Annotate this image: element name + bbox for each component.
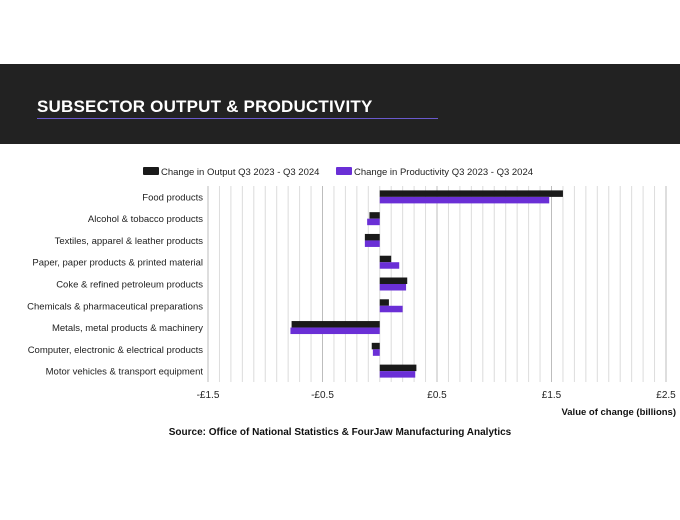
bar-output	[369, 212, 380, 219]
legend-label-output: Change in Output Q3 2023 - Q3 2024	[161, 167, 319, 178]
category-label: Chemicals & pharmaceutical preparations	[27, 301, 203, 312]
bar-productivity	[379, 262, 400, 269]
category-label: Paper, paper products & printed material	[32, 258, 203, 269]
source-note: Source: Office of National Statistics & …	[168, 427, 512, 438]
x-tick-label: £2.5	[656, 390, 676, 401]
bar-productivity	[372, 349, 380, 356]
bar-chart: Change in Output Q3 2023 - Q3 2024 Chang…	[27, 167, 677, 418]
category-label: Food products	[142, 192, 203, 203]
category-label: Computer, electronic & electrical produc…	[28, 345, 204, 356]
x-tick-label: -£1.5	[197, 390, 220, 401]
legend-swatch-productivity	[336, 167, 352, 175]
bar-output	[379, 190, 563, 197]
bar-productivity	[367, 218, 380, 226]
x-tick-label: -£0.5	[311, 390, 334, 401]
category-label: Textiles, apparel & leather products	[55, 236, 204, 247]
category-label: Motor vehicles & transport equipment	[46, 367, 204, 378]
bar-productivity	[379, 196, 550, 204]
legend-label-productivity: Change in Productivity Q3 2023 - Q3 2024	[354, 167, 533, 178]
title-underline	[37, 118, 438, 119]
x-tick-label: £1.5	[542, 390, 562, 401]
bar-output	[371, 342, 380, 350]
bar-output	[364, 233, 380, 241]
x-axis-tick-labels: -£1.5 -£0.5 £0.5 £1.5 £2.5	[197, 390, 677, 401]
category-label: Alcohol & tobacco products	[88, 214, 203, 225]
bar-output	[379, 299, 389, 306]
bar-productivity	[364, 240, 380, 247]
x-axis-title: Value of change (billions)	[561, 407, 676, 418]
chart-bars	[290, 190, 563, 378]
bar-productivity	[379, 371, 416, 378]
header-banner	[0, 64, 680, 144]
y-axis-labels: Food products Alcohol & tobacco products T…	[27, 192, 203, 377]
bar-productivity	[290, 327, 380, 335]
chart-gridlines	[207, 186, 667, 382]
chart-legend: Change in Output Q3 2023 - Q3 2024 Chang…	[143, 167, 533, 178]
bar-productivity	[379, 305, 403, 313]
page-title: SUBSECTOR OUTPUT & PRODUCTIVITY	[37, 97, 373, 116]
x-tick-label: £0.5	[427, 390, 447, 401]
bar-output	[291, 321, 380, 328]
bar-output	[379, 277, 408, 284]
bar-productivity	[379, 284, 407, 291]
category-label: Metals, metal products & machinery	[52, 323, 203, 334]
legend-swatch-output	[143, 167, 159, 175]
bar-output	[379, 255, 392, 263]
bar-output	[379, 364, 417, 372]
category-label: Coke & refined petroleum products	[56, 280, 203, 291]
